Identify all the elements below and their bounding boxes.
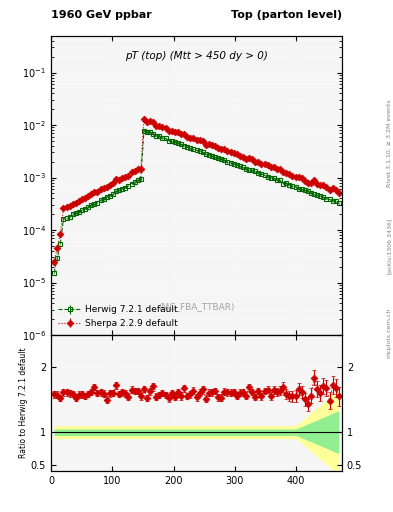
Text: pT (top) (Mtt > 450 dy > 0): pT (top) (Mtt > 450 dy > 0) (125, 51, 268, 61)
Text: Rivet 3.1.10, ≥ 3.2M events: Rivet 3.1.10, ≥ 3.2M events (387, 99, 392, 187)
Text: mcplots.cern.ch: mcplots.cern.ch (387, 308, 392, 358)
Y-axis label: Ratio to Herwig 7.2.1 default: Ratio to Herwig 7.2.1 default (19, 348, 28, 458)
Text: (MC_FBA_TTBAR): (MC_FBA_TTBAR) (158, 302, 235, 311)
Text: Top (parton level): Top (parton level) (231, 10, 342, 20)
Text: [arXiv:1306.3436]: [arXiv:1306.3436] (387, 218, 392, 274)
Legend: Herwig 7.2.1 default, Sherpa 2.2.9 default: Herwig 7.2.1 default, Sherpa 2.2.9 defau… (55, 303, 181, 331)
Text: 1960 GeV ppbar: 1960 GeV ppbar (51, 10, 152, 20)
